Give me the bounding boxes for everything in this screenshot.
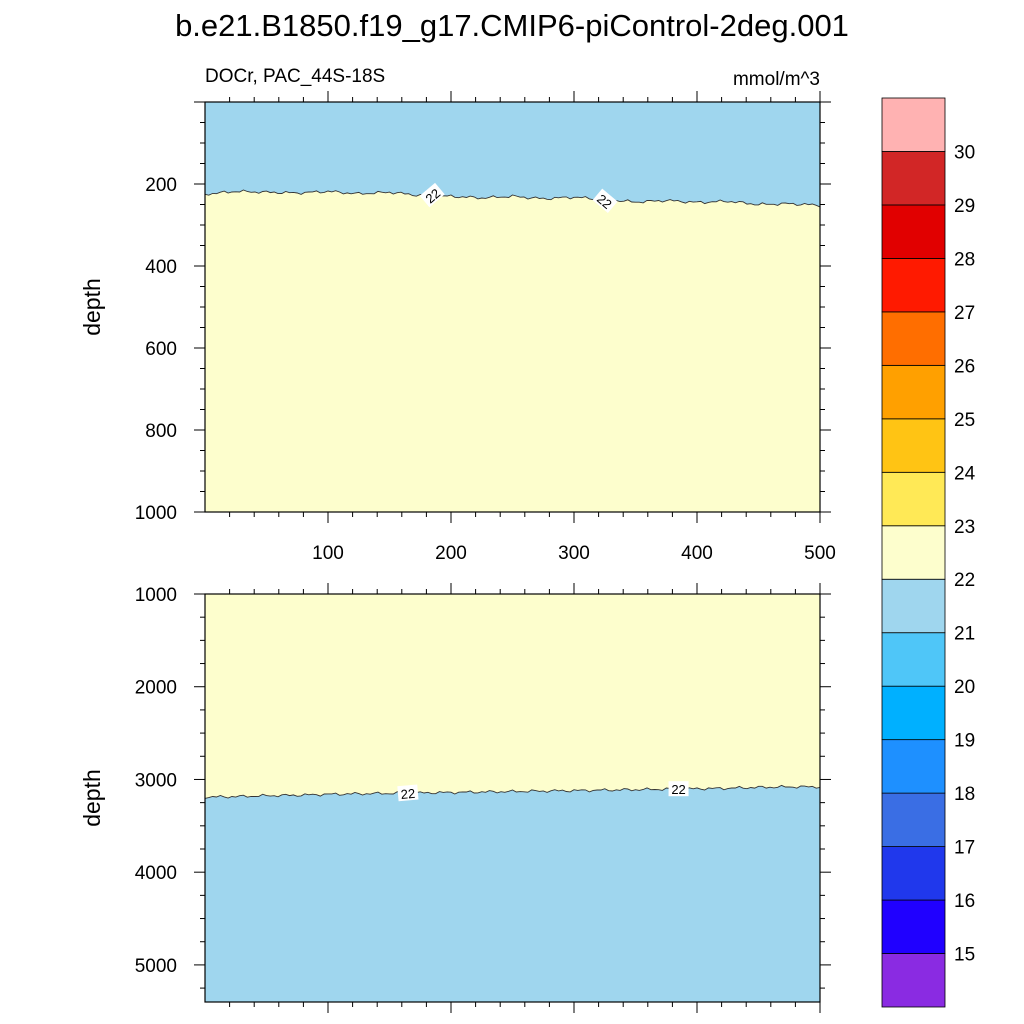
y-tick-label: 600 (145, 339, 177, 360)
contour-label-box (397, 784, 419, 802)
colorbar-swatch (881, 899, 946, 954)
colorbar-level-label: 17 (954, 838, 975, 859)
colorbar-level-label: 27 (954, 303, 975, 324)
colorbar: 15 16 17 18 19 20 21 22 23 24 25 26 27 28 29 30 (881, 97, 976, 1008)
colorbar-swatch (881, 418, 946, 473)
y-tick-label: 1000 (135, 585, 177, 606)
y-axis-label: depth (79, 769, 105, 827)
x-tick-label: 400 (681, 543, 713, 564)
lower-panel: 22 22 1000 2000 3000 4000 5000 depth (79, 583, 831, 1013)
colorbar-swatch (881, 204, 946, 259)
contour-label: 22 (400, 786, 416, 802)
contour-label-group: 22 (419, 182, 445, 208)
colorbar-swatch (881, 953, 946, 1008)
contour-label-group: 22 (592, 188, 618, 214)
colorbar-level-label: 25 (954, 410, 975, 431)
contour-line-22 (204, 189, 821, 208)
shallow-region-fill (205, 102, 820, 207)
colorbar-level-label: 26 (954, 356, 975, 377)
deep-region-fill (205, 190, 820, 512)
colorbar-level-label: 30 (954, 142, 975, 163)
contour-label-box (592, 188, 618, 214)
colorbar-level-label: 18 (954, 784, 975, 805)
colorbar-swatch (881, 471, 946, 527)
deep-region-fill (205, 785, 820, 1002)
y-tick-label: 1000 (135, 503, 177, 524)
variable-region-label: DOCr, PAC_44S-18S (205, 66, 385, 87)
contour-line-22 (204, 784, 821, 799)
chart-title: b.e21.B1850.f19_g17.CMIP6-piControl-2deg… (175, 8, 849, 43)
colorbar-swatch (881, 97, 946, 152)
colorbar-swatch (881, 792, 946, 847)
colorbar-swatch (881, 632, 946, 687)
upper-panel: 22 22 100 200 300 400 500 200 400 600 800 1000 depth (79, 91, 836, 564)
x-tick-label: 300 (558, 543, 590, 564)
y-tick-label: 3000 (135, 770, 177, 791)
colorbar-level-label: 15 (954, 945, 975, 966)
colorbar-level-label: 24 (954, 463, 976, 484)
y-axis-label: depth (79, 278, 105, 336)
colorbar-swatch (881, 846, 946, 901)
y-tick-label: 5000 (135, 956, 177, 977)
contour-label-box (419, 182, 445, 208)
x-tick-label: 100 (312, 543, 344, 564)
units-label: mmol/m^3 (733, 69, 820, 90)
contour-label-group: 22 (397, 784, 419, 802)
y-tick-label: 4000 (135, 863, 177, 884)
colorbar-swatch (881, 685, 946, 741)
colorbar-level-label: 19 (954, 731, 975, 752)
shallow-region-fill (205, 594, 820, 799)
contour-label-group: 22 (668, 781, 689, 797)
colorbar-level-label: 21 (954, 624, 975, 645)
y-tick-label: 800 (145, 421, 177, 442)
colorbar-level-label: 22 (954, 570, 975, 591)
panel-frame (204, 593, 821, 1003)
colorbar-swatch (881, 578, 946, 634)
y-tick-label: 400 (145, 257, 177, 278)
colorbar-level-label: 29 (954, 196, 975, 217)
colorbar-swatch (881, 364, 946, 420)
colorbar-level-label: 20 (954, 677, 975, 698)
x-tick-label: 200 (435, 543, 467, 564)
y-tick-label: 200 (145, 175, 177, 196)
colorbar-swatch (881, 739, 946, 794)
colorbar-level-label: 16 (954, 891, 975, 912)
colorbar-swatch (881, 151, 946, 206)
colorbar-swatch (881, 258, 946, 313)
colorbar-swatch (881, 311, 946, 366)
y-tick-label: 2000 (135, 678, 177, 699)
contour-label: 22 (671, 782, 685, 797)
contour-label-box (668, 781, 689, 797)
x-tick-label: 500 (804, 543, 836, 564)
colorbar-level-label: 23 (954, 517, 975, 538)
colorbar-swatch (881, 525, 946, 580)
colorbar-level-label: 28 (954, 249, 975, 270)
